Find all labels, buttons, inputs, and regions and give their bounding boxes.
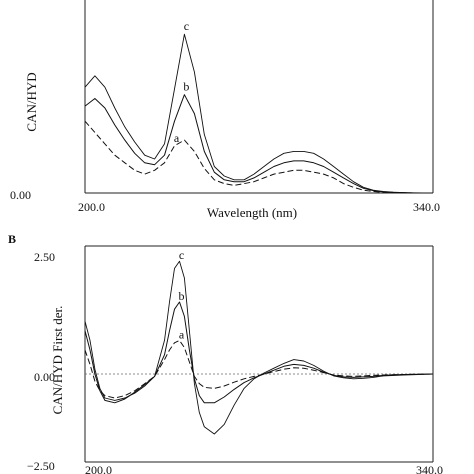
panel-a-ylabel: CAN/HYD: [24, 72, 39, 131]
panel-b-xtick-start: 200.0: [85, 463, 112, 474]
panel-b-xtick-end: 340.0: [416, 463, 443, 474]
panel-b-ytick-top: 2.50: [34, 250, 55, 264]
panel-b-series-c-label: c: [179, 248, 184, 262]
panel-a-series-c-line: [84, 33, 433, 194]
panel-a-xtick-end: 340.0: [413, 200, 440, 214]
panel-a-series-b-label: b: [183, 80, 189, 94]
panel-b-series-a-label: a: [179, 327, 185, 341]
panel-b-series-b-label: b: [179, 289, 185, 303]
panel-a-series-group: a b c: [84, 19, 433, 194]
panel-a-xtick-start: 200.0: [78, 200, 105, 214]
panel-b-ylabel: CAN/HYD First der.: [50, 306, 65, 415]
panel-b-series-c-line: [84, 260, 434, 435]
panel-a-ytick-0: 0.00: [10, 188, 31, 202]
panel-a: CAN/HYD 0.00 200.0 340.0 Wavelength (nm)…: [10, 0, 440, 220]
panel-b-series-group: a b c: [84, 248, 434, 435]
panel-a-series-c-label: c: [184, 19, 189, 33]
panel-a-series-a-label: a: [174, 131, 180, 145]
panel-a-series-a-line: [84, 120, 433, 194]
panel-a-series-b-line: [84, 94, 433, 194]
panel-b: B CAN/HYD First der. 2.50 0.00 −2.50 200…: [8, 232, 443, 474]
panel-b-series-b-line: [84, 301, 434, 404]
panel-b-series-a-line: [84, 339, 434, 399]
panel-a-xlabel: Wavelength (nm): [207, 205, 297, 220]
panel-b-letter: B: [8, 232, 16, 246]
panel-b-ytick-zero: 0.00: [34, 370, 55, 384]
panel-b-ytick-bottom: −2.50: [27, 459, 55, 473]
